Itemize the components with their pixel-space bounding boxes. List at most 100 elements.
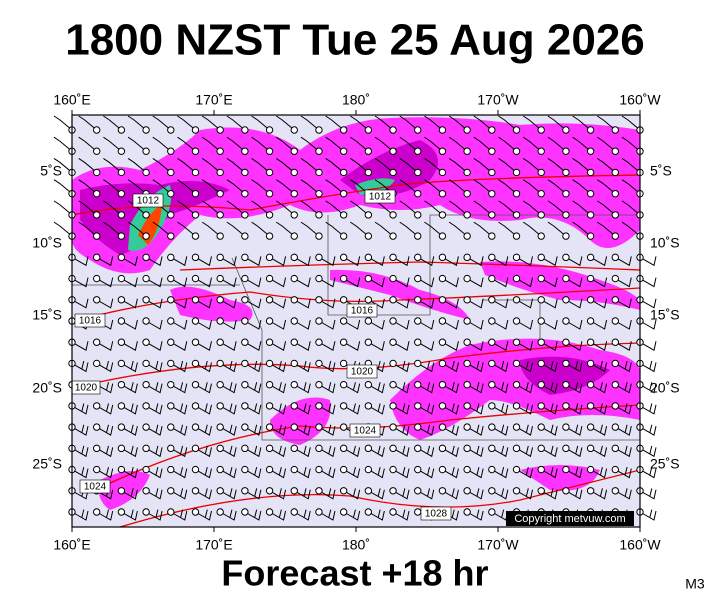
barb [145,509,163,521]
barb [201,136,221,152]
barb [219,509,237,521]
station [488,487,496,495]
barb [71,403,89,415]
station [488,147,496,155]
barb [226,158,246,173]
station [117,423,126,431]
barb [145,403,163,415]
barb [244,319,262,330]
station [315,126,323,134]
barb [195,256,212,267]
station [92,211,101,219]
station [339,444,348,453]
station [537,296,545,304]
station [167,253,175,262]
barb [516,319,534,330]
barb [473,179,493,195]
barb [96,445,114,458]
station [339,168,348,177]
station [290,487,298,495]
barb [195,298,212,309]
station [463,296,471,304]
lon-label: 170˚E [195,92,232,108]
station [512,126,521,134]
barb [491,403,509,415]
station [167,338,175,346]
station [315,444,323,453]
wind-barbs [53,115,657,521]
station [389,423,397,431]
station [414,317,422,325]
station [92,444,101,453]
barb [219,256,237,267]
barb [127,179,147,195]
station [562,338,570,346]
station [414,189,422,198]
barb [53,179,73,195]
station [191,487,200,495]
barb [417,341,435,351]
isobar-label: 1020 [351,367,374,378]
isobar-label: 1020 [75,383,98,394]
station [586,253,595,262]
barb [195,319,212,330]
station [191,126,200,134]
station [537,359,545,368]
barb [103,158,122,173]
station [117,296,126,304]
lat-label: 15˚S [32,307,62,323]
barb [442,403,459,415]
lon-label: 170˚E [195,537,232,553]
station [216,487,224,495]
station [117,487,126,495]
barb [565,256,583,267]
station [463,402,471,410]
station [290,274,298,283]
barb [343,488,361,500]
barb [399,115,419,131]
station [315,465,323,474]
barb [170,256,188,267]
barb [96,341,114,351]
barb [145,277,163,288]
barb [466,445,484,458]
station [92,168,101,177]
barb [251,200,270,216]
barb [343,403,361,415]
station [512,253,521,262]
station [389,147,397,155]
station [414,444,422,453]
barb [424,200,443,216]
barb [71,445,89,458]
barb [294,360,311,373]
barb [368,488,385,500]
barb [417,298,435,309]
station [463,359,471,368]
station [414,402,422,410]
station [339,296,348,304]
barb [615,298,632,309]
barb [219,424,237,436]
station [414,126,422,134]
station [364,147,373,155]
station [265,423,274,431]
barb [516,277,534,288]
station [92,147,101,155]
barb [621,200,641,216]
barb [152,158,172,173]
barb [615,341,632,351]
station [290,147,298,155]
barb [442,256,459,267]
lon-label: 170˚W [477,92,519,108]
barb [121,488,138,500]
barb [350,158,369,173]
station [92,232,101,240]
barb [448,179,468,195]
barb [590,319,608,330]
barb [71,360,89,373]
barb [53,158,73,173]
barb [466,403,484,415]
station [191,338,200,346]
lat-label: 20˚S [650,380,680,396]
station [586,168,595,177]
